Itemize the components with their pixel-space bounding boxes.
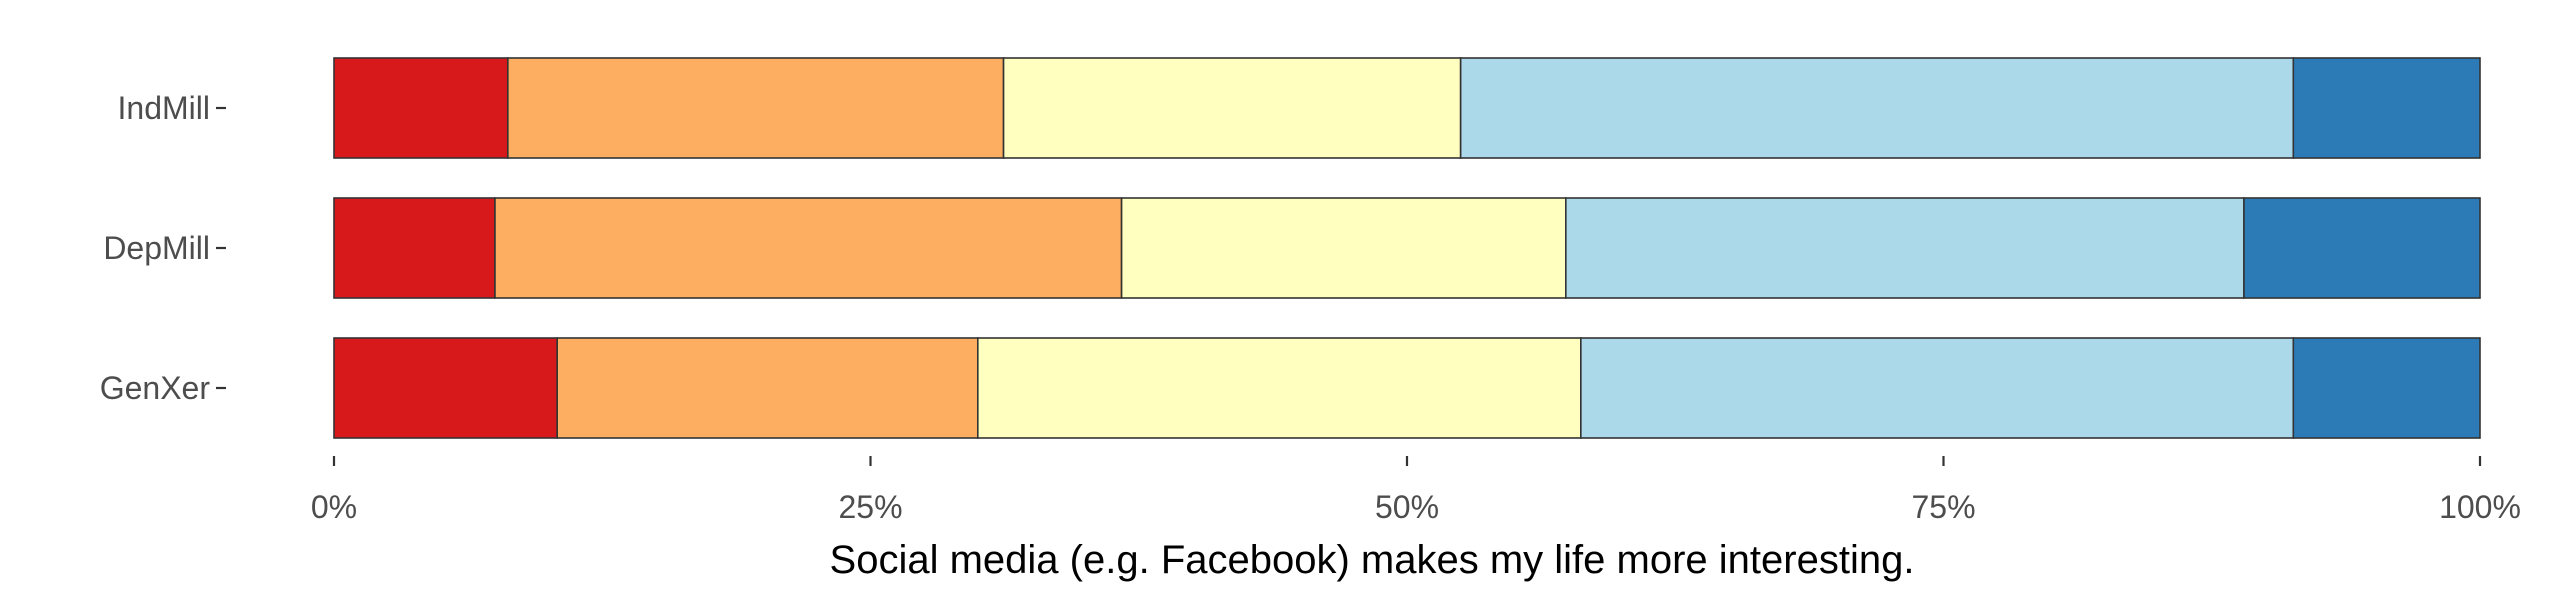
y-tick-label-indmill: IndMill bbox=[118, 90, 210, 126]
bar-segment-depmill-3 bbox=[1120, 197, 1567, 299]
bar-segment-indmill-2 bbox=[507, 57, 1005, 159]
bar-segment-depmill-2 bbox=[494, 197, 1123, 299]
bar-segment-depmill-4 bbox=[1565, 197, 2245, 299]
bar-segment-genxer-3 bbox=[976, 337, 1582, 439]
bar-segment-indmill-1 bbox=[333, 57, 509, 159]
bar-segment-genxer-2 bbox=[556, 337, 979, 439]
bar-segment-genxer-4 bbox=[1580, 337, 2295, 439]
bar-segment-indmill-5 bbox=[2292, 57, 2481, 159]
x-tick-label-1: 25% bbox=[838, 489, 902, 525]
x-axis: 0% 25% 50% 75% 100% bbox=[311, 456, 2521, 525]
bar-segment-depmill-5 bbox=[2243, 197, 2481, 299]
x-tick-label-2: 50% bbox=[1375, 489, 1439, 525]
y-tick-label-genxer: GenXer bbox=[100, 370, 211, 406]
bar-segment-depmill-1 bbox=[333, 197, 496, 299]
x-tick-label-4: 100% bbox=[2439, 489, 2521, 525]
y-axis: IndMill DepMill GenXer bbox=[100, 90, 226, 406]
x-tick-label-0: 0% bbox=[311, 489, 357, 525]
bars-layer bbox=[333, 57, 2481, 439]
x-axis-title: Social media (e.g. Facebook) makes my li… bbox=[830, 538, 1915, 582]
bar-segment-genxer-1 bbox=[333, 337, 558, 439]
bar-segment-indmill-4 bbox=[1459, 57, 2295, 159]
y-tick-label-depmill: DepMill bbox=[103, 230, 210, 266]
bar-segment-genxer-5 bbox=[2292, 337, 2481, 439]
bar-segment-indmill-3 bbox=[1002, 57, 1462, 159]
x-tick-label-3: 75% bbox=[1911, 489, 1975, 525]
